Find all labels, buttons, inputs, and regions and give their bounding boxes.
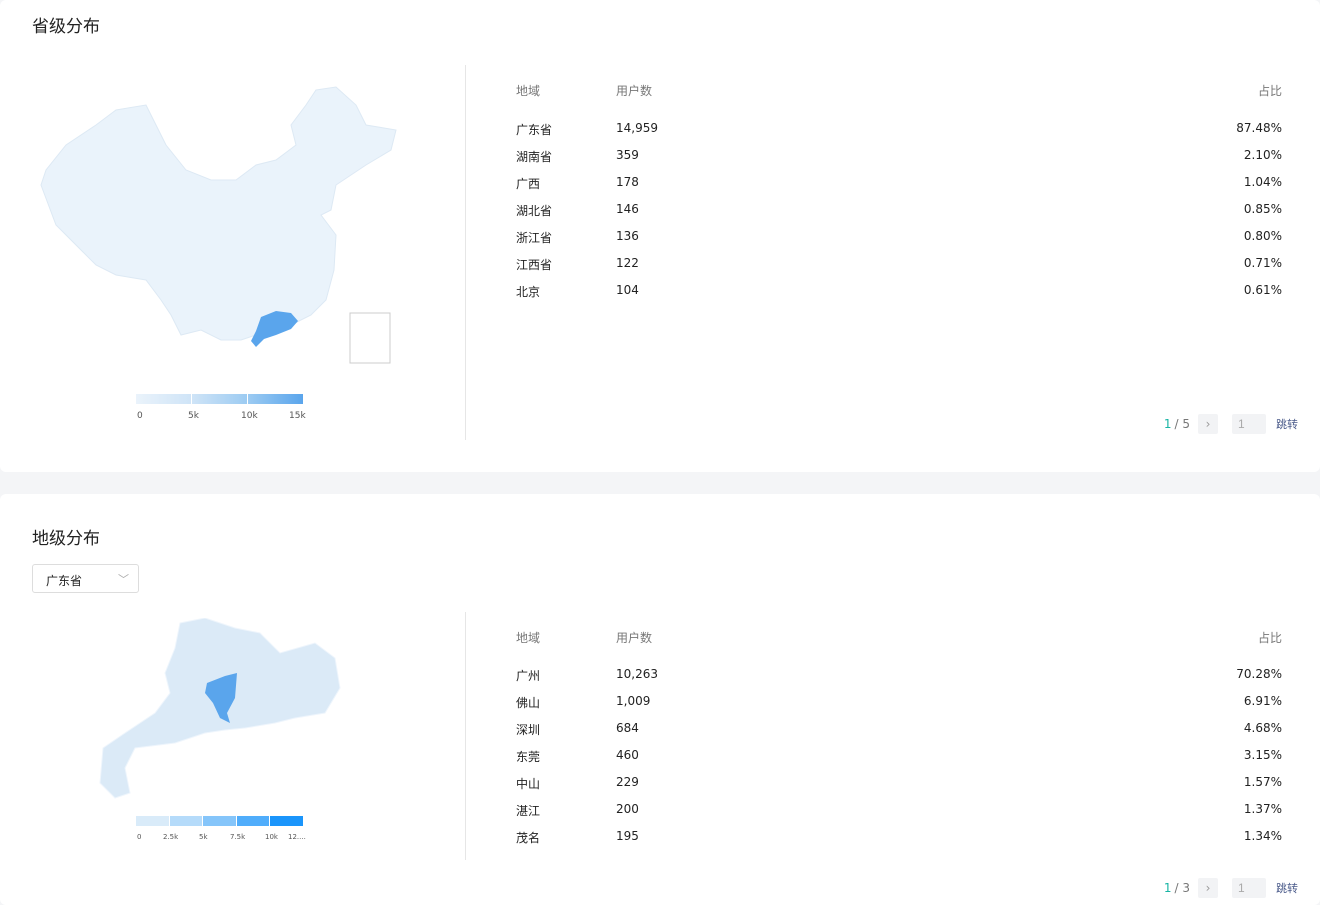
cell-share: 1.57% <box>1243 775 1282 789</box>
header-share: 占比 <box>1257 631 1282 645</box>
divider <box>465 612 466 860</box>
china-map[interactable] <box>36 85 406 370</box>
guangdong-region[interactable] <box>251 311 298 347</box>
cell-share: 70.28% <box>1236 667 1282 681</box>
cell-users: 122 <box>616 256 639 270</box>
section-title: 省级分布 <box>32 17 100 37</box>
header-users: 用户数 <box>616 84 653 98</box>
cell-share: 6.91% <box>1243 694 1282 708</box>
province-select[interactable]: 广东省 ﹀ <box>32 564 139 593</box>
cell-share: 1.04% <box>1243 175 1282 189</box>
cell-users: 684 <box>616 721 639 735</box>
cell-users: 195 <box>616 829 639 843</box>
cell-share: 0.80% <box>1243 229 1282 243</box>
header-region: 地域 <box>516 631 541 645</box>
cell-share: 0.61% <box>1243 283 1282 297</box>
cell-users: 359 <box>616 148 639 162</box>
cell-users: 10,263 <box>616 667 658 681</box>
cell-users: 104 <box>616 283 639 297</box>
header-share: 占比 <box>1257 84 1282 98</box>
legend-label: 5k <box>199 833 208 841</box>
legend-label: 15k <box>289 411 306 421</box>
cell-region: 中山 <box>516 777 541 791</box>
select-value: 广东省 <box>46 574 83 588</box>
cell-region: 湖北省 <box>516 204 553 218</box>
china-region[interactable] <box>40 86 397 341</box>
cell-users: 200 <box>616 802 639 816</box>
cell-region: 浙江省 <box>516 231 553 245</box>
header-region: 地域 <box>516 84 541 98</box>
cell-region: 北京 <box>516 285 541 299</box>
current-page: 1 <box>1163 417 1172 431</box>
cell-users: 229 <box>616 775 639 789</box>
legend-label: 0 <box>137 411 143 421</box>
cell-region: 佛山 <box>516 696 541 710</box>
pagination: 1 / 5 › 跳转 <box>1164 414 1298 434</box>
page-input[interactable] <box>1232 878 1266 898</box>
legend-label: 10k <box>265 833 278 841</box>
cell-region: 茂名 <box>516 831 541 845</box>
next-page-button[interactable]: › <box>1198 878 1218 898</box>
cell-users: 146 <box>616 202 639 216</box>
color-legend <box>136 816 304 826</box>
cell-region: 广西 <box>516 177 541 191</box>
legend-label: 12.... <box>288 833 306 841</box>
cell-users: 460 <box>616 748 639 762</box>
province-distribution-card: 省级分布 0 5k 10k 15k 地域 用户数 占比广东省 14,959 87.48%… <box>0 0 1320 472</box>
guangzhou-region[interactable] <box>205 673 237 723</box>
cell-share: 1.34% <box>1243 829 1282 843</box>
header-users: 用户数 <box>616 631 653 645</box>
color-legend <box>136 394 304 404</box>
cell-region: 广州 <box>516 669 541 683</box>
legend-label: 2.5k <box>163 833 179 841</box>
section-title: 地级分布 <box>32 529 100 549</box>
pagination: 1 / 3 › 跳转 <box>1164 878 1298 898</box>
jump-button[interactable]: 跳转 <box>1276 882 1298 895</box>
jump-button[interactable]: 跳转 <box>1276 418 1298 431</box>
cell-users: 178 <box>616 175 639 189</box>
cell-region: 广东省 <box>516 123 553 137</box>
legend-label: 7.5k <box>230 833 246 841</box>
cell-share: 0.71% <box>1243 256 1282 270</box>
current-page: 1 <box>1163 881 1172 895</box>
cell-share: 1.37% <box>1243 802 1282 816</box>
cell-region: 江西省 <box>516 258 553 272</box>
cell-region: 湛江 <box>516 804 541 818</box>
cell-share: 87.48% <box>1236 121 1282 135</box>
cell-share: 4.68% <box>1243 721 1282 735</box>
cell-region: 湖南省 <box>516 150 553 164</box>
city-distribution-card: 地级分布 广东省 ﹀ 0 2.5k 5k 7.5k 10k 12.... 地域 用户… <box>0 494 1320 905</box>
cell-region: 深圳 <box>516 723 541 737</box>
legend-label: 0 <box>137 833 142 841</box>
total-pages: / 3 <box>1174 881 1191 895</box>
page-input[interactable] <box>1232 414 1266 434</box>
cell-users: 136 <box>616 229 639 243</box>
cell-users: 1,009 <box>616 694 651 708</box>
cell-region: 东莞 <box>516 750 541 764</box>
chevron-down-icon: ﹀ <box>118 573 129 586</box>
total-pages: / 5 <box>1174 417 1191 431</box>
divider <box>465 65 466 440</box>
cell-share: 2.10% <box>1243 148 1282 162</box>
south-china-sea-inset <box>349 312 391 364</box>
cell-share: 3.15% <box>1243 748 1282 762</box>
cell-users: 14,959 <box>616 121 658 135</box>
next-page-button[interactable]: › <box>1198 414 1218 434</box>
cell-share: 0.85% <box>1243 202 1282 216</box>
legend-label: 10k <box>241 411 258 421</box>
legend-label: 5k <box>188 411 199 421</box>
guangdong-map[interactable] <box>95 618 345 803</box>
